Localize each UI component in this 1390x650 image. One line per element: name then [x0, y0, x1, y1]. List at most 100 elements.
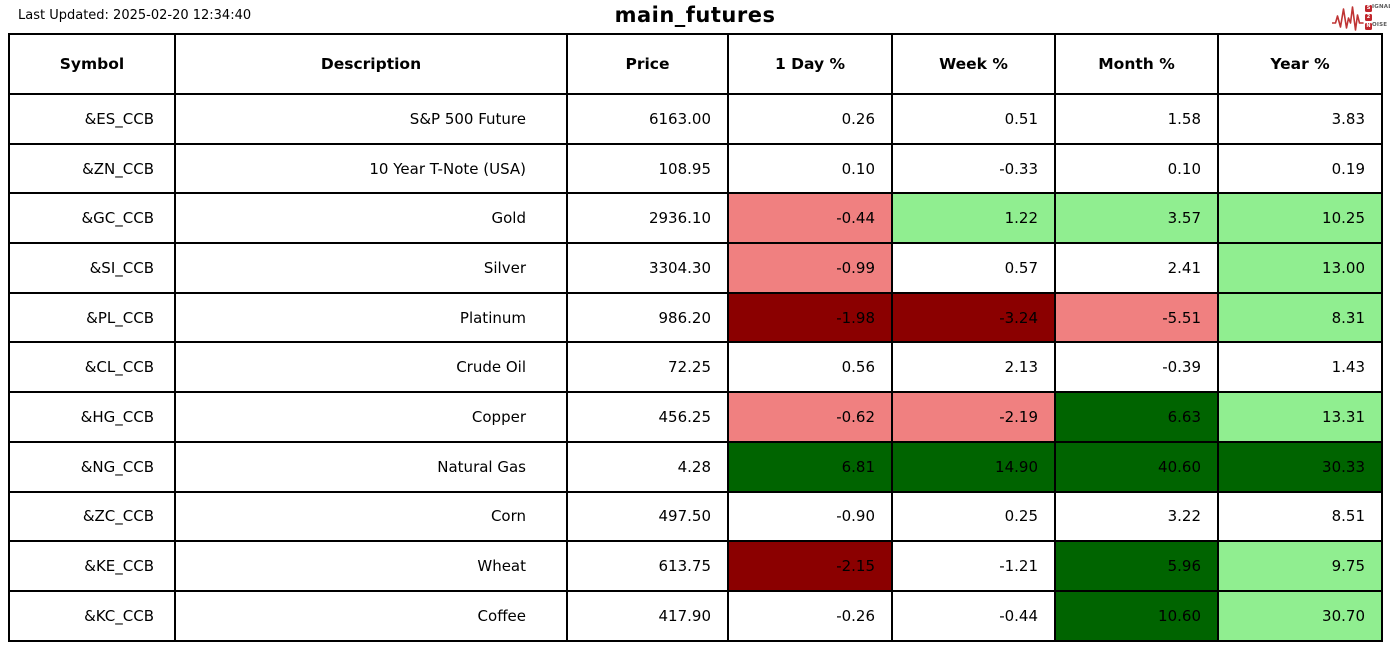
symbol-cell: &ZC_CCB: [8, 490, 176, 543]
change-cell: 6.81: [727, 440, 893, 493]
description-cell: Natural Gas: [174, 440, 568, 493]
logo-line-signal: S IGNAL: [1365, 4, 1390, 12]
table-row: &GC_CCB Gold 2936.10 -0.44 1.22 3.57 10.25: [8, 192, 1383, 245]
price-cell: 4.28: [566, 440, 729, 493]
price-cell: 613.75: [566, 540, 729, 592]
futures-table-body: &ES_CCB S&P 500 Future 6163.00 0.26 0.51 1.58…: [8, 93, 1383, 642]
change-cell: 3.57: [1054, 192, 1219, 245]
change-cell: 10.60: [1054, 589, 1219, 642]
change-cell: 1.22: [891, 192, 1056, 245]
change-cell: -0.26: [727, 589, 893, 642]
signal2noise-logo: S IGNAL 2 N OISE: [1332, 2, 1390, 32]
table-row: &ES_CCB S&P 500 Future 6163.00 0.26 0.51 1.58…: [8, 93, 1383, 145]
change-cell: -0.44: [891, 589, 1056, 642]
change-cell: 1.43: [1217, 341, 1383, 394]
column-header-price: Price: [566, 33, 729, 95]
symbol-cell: &ES_CCB: [8, 93, 176, 145]
top-bar: Last Updated: 2025-02-20 12:34:40 main_f…: [0, 0, 1390, 33]
table-row: &KE_CCB Wheat 613.75 -2.15 -1.21 5.96 9.75: [8, 540, 1383, 592]
symbol-cell: &SI_CCB: [8, 242, 176, 294]
table-row: &SI_CCB Silver 3304.30 -0.99 0.57 2.41 13.00: [8, 242, 1383, 294]
symbol-cell: &GC_CCB: [8, 192, 176, 245]
symbol-cell: &ZN_CCB: [8, 142, 176, 195]
price-cell: 417.90: [566, 589, 729, 642]
change-cell: -5.51: [1054, 291, 1219, 344]
description-cell: Platinum: [174, 291, 568, 344]
price-cell: 456.25: [566, 391, 729, 443]
change-cell: -1.98: [727, 291, 893, 344]
change-cell: -2.19: [891, 391, 1056, 443]
symbol-cell: &KC_CCB: [8, 589, 176, 642]
change-cell: 40.60: [1054, 440, 1219, 493]
description-cell: Coffee: [174, 589, 568, 642]
symbol-cell: &PL_CCB: [8, 291, 176, 344]
description-cell: Copper: [174, 391, 568, 443]
table-row: &ZC_CCB Corn 497.50 -0.90 0.25 3.22 8.51: [8, 490, 1383, 543]
change-cell: 8.51: [1217, 490, 1383, 543]
change-cell: 8.31: [1217, 291, 1383, 344]
change-cell: 1.58: [1054, 93, 1219, 145]
description-cell: Silver: [174, 242, 568, 294]
change-cell: 0.25: [891, 490, 1056, 543]
change-cell: 0.10: [727, 142, 893, 195]
change-cell: 10.25: [1217, 192, 1383, 245]
column-header-1day: 1 Day %: [727, 33, 893, 95]
change-cell: 9.75: [1217, 540, 1383, 592]
change-cell: 2.41: [1054, 242, 1219, 294]
change-cell: 0.57: [891, 242, 1056, 294]
table-row: &CL_CCB Crude Oil 72.25 0.56 2.13 -0.39 1.43: [8, 341, 1383, 394]
logo-s-box: S: [1365, 4, 1372, 12]
column-header-description: Description: [174, 33, 568, 95]
page-title: main_futures: [614, 3, 776, 27]
column-header-week: Week %: [891, 33, 1056, 95]
table-row: &ZN_CCB 10 Year T-Note (USA) 108.95 0.10 -0.…: [8, 142, 1383, 195]
change-cell: 2.13: [891, 341, 1056, 394]
change-cell: 0.51: [891, 93, 1056, 145]
logo-2-box: 2: [1365, 13, 1372, 21]
description-cell: Crude Oil: [174, 341, 568, 394]
logo-n-box: N: [1365, 22, 1372, 30]
change-cell: -2.15: [727, 540, 893, 592]
change-cell: 14.90: [891, 440, 1056, 493]
change-cell: 13.31: [1217, 391, 1383, 443]
logo-line-2: 2: [1365, 13, 1390, 21]
change-cell: -0.62: [727, 391, 893, 443]
change-cell: 3.83: [1217, 93, 1383, 145]
column-header-year: Year %: [1217, 33, 1383, 95]
change-cell: 5.96: [1054, 540, 1219, 592]
change-cell: -0.39: [1054, 341, 1219, 394]
logo-text: S IGNAL 2 N OISE: [1365, 4, 1390, 30]
symbol-cell: &CL_CCB: [8, 341, 176, 394]
change-cell: 0.19: [1217, 142, 1383, 195]
description-cell: 10 Year T-Note (USA): [174, 142, 568, 195]
change-cell: -0.33: [891, 142, 1056, 195]
change-cell: -1.21: [891, 540, 1056, 592]
price-cell: 108.95: [566, 142, 729, 195]
symbol-cell: &HG_CCB: [8, 391, 176, 443]
change-cell: 0.56: [727, 341, 893, 394]
change-cell: 3.22: [1054, 490, 1219, 543]
change-cell: 30.33: [1217, 440, 1383, 493]
change-cell: -0.90: [727, 490, 893, 543]
change-cell: 6.63: [1054, 391, 1219, 443]
table-row: &HG_CCB Copper 456.25 -0.62 -2.19 6.63 13.31: [8, 391, 1383, 443]
column-header-month: Month %: [1054, 33, 1219, 95]
change-cell: -0.44: [727, 192, 893, 245]
description-cell: Corn: [174, 490, 568, 543]
header-row: Symbol Description Price 1 Day % Week % …: [8, 33, 1383, 95]
change-cell: 13.00: [1217, 242, 1383, 294]
change-cell: 0.10: [1054, 142, 1219, 195]
description-cell: Gold: [174, 192, 568, 245]
table-row: &KC_CCB Coffee 417.90 -0.26 -0.44 10.60 30.70: [8, 589, 1383, 642]
price-cell: 6163.00: [566, 93, 729, 145]
logo-line-noise: N OISE: [1365, 22, 1388, 30]
table-row: &PL_CCB Platinum 986.20 -1.98 -3.24 -5.51 8.31: [8, 291, 1383, 344]
description-cell: Wheat: [174, 540, 568, 592]
price-cell: 72.25: [566, 341, 729, 394]
price-cell: 3304.30: [566, 242, 729, 294]
last-updated-label: Last Updated: 2025-02-20 12:34:40: [18, 8, 252, 23]
change-cell: -3.24: [891, 291, 1056, 344]
waveform-icon: [1332, 2, 1364, 32]
futures-table: Symbol Description Price 1 Day % Week % …: [8, 33, 1383, 642]
description-cell: S&P 500 Future: [174, 93, 568, 145]
